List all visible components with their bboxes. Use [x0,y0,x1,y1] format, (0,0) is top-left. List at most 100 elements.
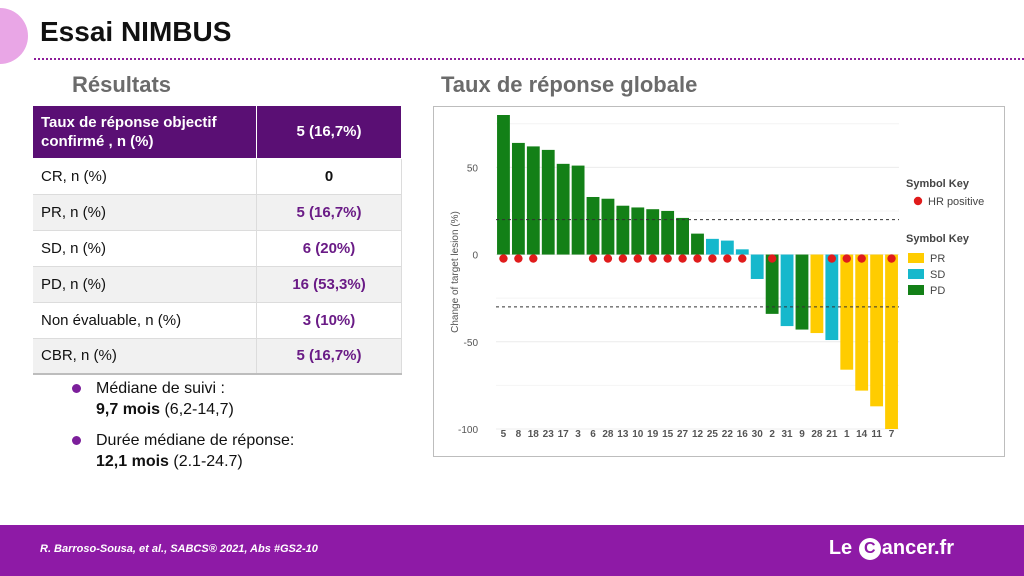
hr-positive-marker [723,254,732,263]
x-tick-label: 22 [722,429,734,440]
row-value: 0 [256,158,402,195]
x-tick-label: 5 [501,429,507,440]
hr-positive-marker [514,254,523,263]
x-tick-label: 19 [647,429,659,440]
x-tick-label: 30 [752,429,764,440]
logo-badge-icon: C [858,537,881,560]
row-value: 3 (10%) [256,302,402,339]
x-tick-label: 14 [856,429,868,440]
bullet-line: Durée médiane de réponse: [96,432,295,449]
chart-bar [497,115,510,255]
hr-positive-marker [633,254,642,263]
bullet-item: Médiane de suivi : 9,7 mois (6,2-14,7) [70,378,370,420]
x-tick-label: 21 [826,429,838,440]
legend-swatch [908,285,924,295]
hr-positive-marker [738,254,747,263]
x-tick-label: 23 [543,429,555,440]
table-header-value: 5 (16,7%) [256,106,402,159]
chart-section-title: Taux de réponse globale [441,72,698,97]
hr-positive-marker [663,254,672,263]
hr-positive-marker [827,254,837,263]
x-tick-label: 15 [662,429,674,440]
x-tick-label: 31 [781,429,793,440]
hr-positive-marker [678,254,687,263]
legend-swatch [908,269,924,279]
hr-positive-marker [887,254,896,263]
bullet-line: Médiane de suivi : [96,380,225,397]
y-tick-label: -50 [464,338,479,349]
chart-bar [810,254,824,334]
x-tick-label: 28 [602,429,614,440]
x-tick-label: 2 [769,429,775,440]
hr-positive-marker [857,254,866,263]
x-tick-label: 3 [575,429,581,440]
footer-bar: R. Barroso-Sousa, et al., SABCS® 2021, A… [0,525,1024,576]
row-label: Non évaluable, n (%) [33,302,257,339]
x-tick-label: 25 [707,429,719,440]
row-value: 5 (16,7%) [256,338,402,375]
x-tick-label: 18 [528,429,540,440]
legend-label: SD [930,269,945,281]
x-tick-label: 9 [799,429,805,440]
bullet-dot-icon [72,384,81,393]
results-table: Taux de réponse objectif confirmé , n (%… [33,106,402,375]
hr-positive-marker [529,254,538,263]
results-section-title: Résultats [72,72,172,97]
x-tick-label: 12 [692,429,704,440]
bullet-item: Durée médiane de réponse: 12,1 mois (2.1… [70,430,370,472]
chart-bar [855,254,869,391]
y-tick-label: 0 [472,251,478,262]
table-row: CR, n (%) 0 [33,158,402,195]
row-label: SD, n (%) [33,230,257,267]
table-header-row: Taux de réponse objectif confirmé , n (%… [33,106,402,159]
hr-key-marker [913,196,923,206]
legend-label: PD [930,285,945,297]
x-tick-label: 8 [516,429,522,440]
row-value: 16 (53,3%) [256,266,402,303]
hr-positive-marker [842,254,851,263]
chart-bar [586,196,600,255]
chart-bar [661,210,675,255]
table-row: PR, n (%) 5 (16,7%) [33,194,402,231]
table-row: PD, n (%) 16 (53,3%) [33,266,402,303]
hr-positive-marker [693,254,702,263]
x-tick-label: 27 [677,429,689,440]
row-label: PR, n (%) [33,194,257,231]
hr-key-label: HR positive [928,196,984,208]
row-value: 5 (16,7%) [256,194,402,231]
table-row: CBR, n (%) 5 (16,7%) [33,338,402,375]
x-tick-label: 16 [737,429,749,440]
y-tick-label: 50 [467,163,479,174]
hr-key-title: Symbol Key [906,178,970,190]
y-axis-label: Change of target lesion (%) [450,211,461,333]
legend-title: Symbol Key [906,233,970,245]
row-value: 6 (20%) [256,230,402,267]
chart-bar [601,198,615,255]
chart-bar [691,233,704,255]
bullet-rest: (2.1-24.7) [168,453,243,470]
summary-bullets: Médiane de suivi : 9,7 mois (6,2-14,7) D… [70,378,370,482]
legend-swatch [908,253,924,263]
chart-bar [765,254,779,314]
logo-text-right: ancer.fr [881,537,954,559]
legend-label: PR [930,253,945,265]
chart-bar [631,207,645,255]
x-tick-label: 7 [889,429,895,440]
title-divider [34,58,1024,60]
row-label: PD, n (%) [33,266,257,303]
bullet-bold: 9,7 mois [96,401,161,418]
bullet-bold: 12,1 mois [96,453,169,470]
x-tick-label: 1 [844,429,850,440]
hr-positive-marker [767,254,777,263]
chart-bar [840,254,854,370]
chart-bar [526,146,540,255]
chart-bar [571,165,585,255]
x-tick-label: 11 [871,429,882,440]
hr-positive-marker [499,254,508,263]
chart-bar [735,249,749,255]
footer-reference: R. Barroso-Sousa, et al., SABCS® 2021, A… [40,543,318,555]
hr-positive-marker [618,254,628,263]
x-tick-label: 17 [558,429,570,440]
hr-positive-marker [603,254,613,263]
